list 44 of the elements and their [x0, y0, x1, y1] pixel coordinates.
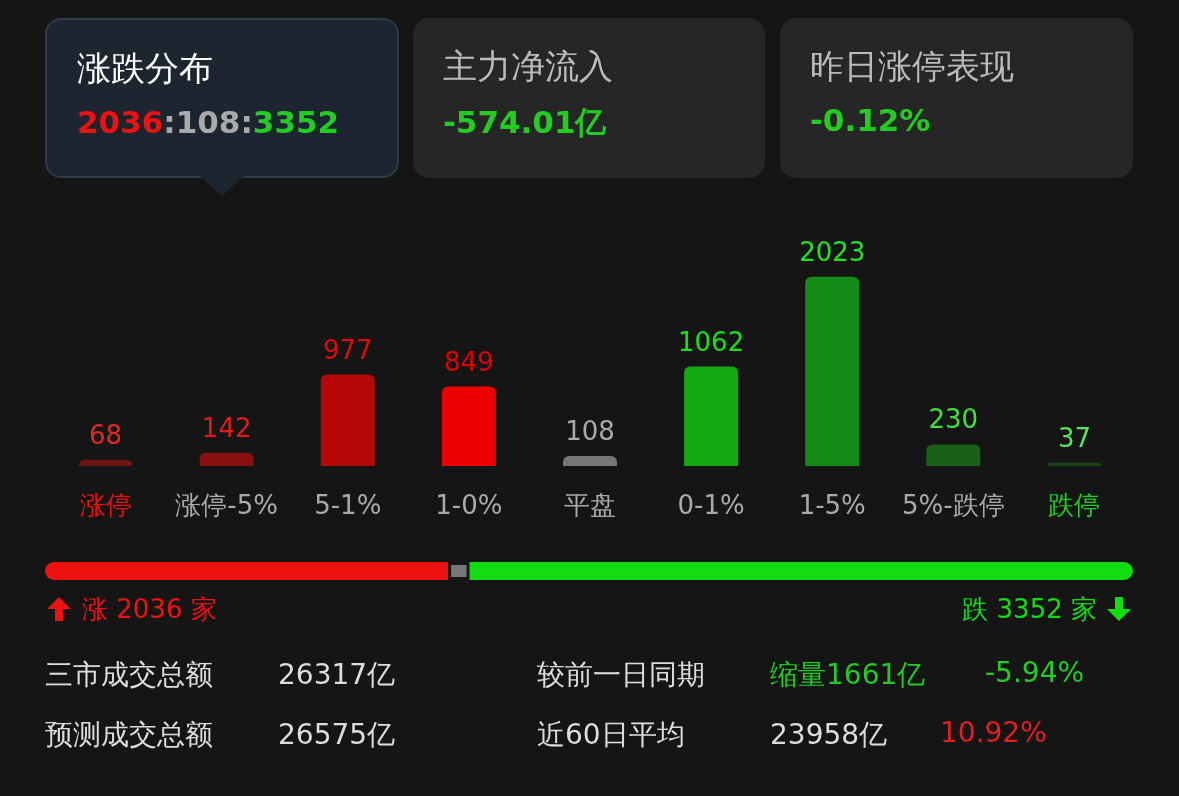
text: 三市成交总额 — [45, 657, 213, 693]
data-label: 68 — [89, 419, 123, 450]
text: 缩量1661亿 — [770, 657, 926, 693]
text: 涨跌分布 — [77, 47, 214, 90]
text: 预测成交总额 — [45, 717, 213, 753]
data-label: 230 — [928, 404, 979, 435]
text: 10.92% — [940, 716, 1047, 749]
data-label: 849 — [444, 346, 494, 377]
text: 涨 2036 家 — [82, 593, 217, 626]
bar — [926, 444, 981, 466]
x-tick-label: 0-1% — [677, 490, 745, 520]
data-label: 977 — [322, 334, 373, 365]
text: 近60日平均 — [537, 717, 685, 753]
bar — [563, 455, 617, 466]
text: 跌 3352 家 — [962, 593, 1097, 626]
x-tick-label: 1-5% — [798, 490, 866, 520]
text: 26575亿 — [278, 717, 396, 753]
bar — [684, 366, 739, 466]
data-label: 108 — [565, 415, 615, 446]
data-label: 2023 — [799, 236, 866, 267]
data-label: 37 — [1057, 422, 1091, 453]
text: 昨日涨停表现 — [810, 45, 1015, 88]
x-tick-label: 1-0% — [435, 490, 503, 520]
x-tick-label: 跌停 — [1048, 490, 1101, 520]
text: -5.94% — [985, 656, 1085, 689]
text: 23958亿 — [770, 717, 888, 753]
data-label: 142 — [201, 412, 252, 443]
text: 主力净流入 — [443, 45, 614, 88]
x-tick-label: 涨停 — [79, 490, 132, 520]
text: 较前一日同期 — [537, 657, 705, 693]
text: -574.01亿 — [443, 103, 608, 142]
text: -0.12% — [810, 102, 932, 138]
x-tick-label: 5%-跌停 — [902, 490, 1005, 520]
x-tick-label: 涨停-5% — [175, 490, 278, 520]
text: 2036:108:3352 — [77, 104, 340, 140]
bar — [78, 459, 133, 466]
bar — [320, 374, 375, 466]
bar — [805, 276, 860, 466]
bar — [441, 386, 496, 466]
bar — [199, 452, 254, 466]
x-tick-label: 平盘 — [564, 490, 616, 520]
x-tick-label: 5-1% — [314, 490, 382, 520]
text: 26317亿 — [278, 657, 396, 693]
data-label: 1062 — [678, 326, 745, 357]
